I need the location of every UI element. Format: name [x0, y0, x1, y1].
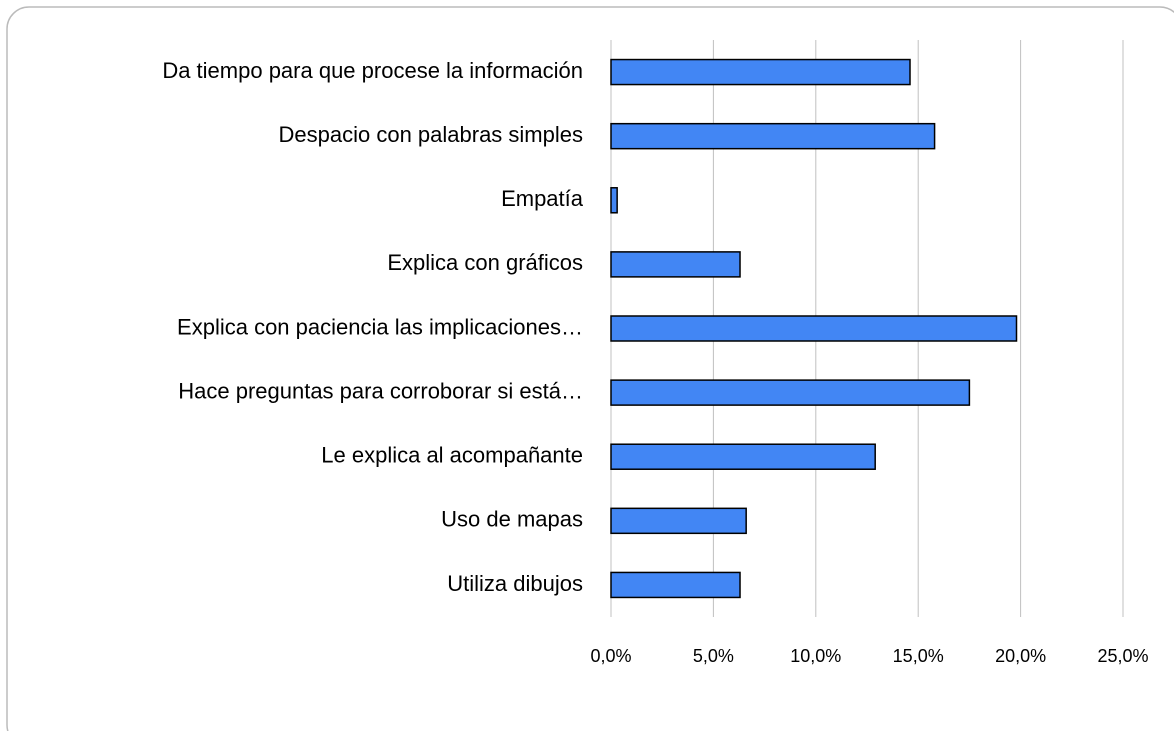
- x-tick-label: 0,0%: [590, 646, 631, 666]
- x-tick-label: 20,0%: [995, 646, 1046, 666]
- bar: [610, 379, 971, 406]
- bar: [610, 571, 741, 599]
- y-tick-label: Uso de mapas: [441, 507, 583, 532]
- y-tick-label: Utiliza dibujos: [447, 571, 583, 596]
- y-tick-label: Despacio con palabras simples: [279, 122, 584, 147]
- y-tick-label: Empatía: [501, 186, 584, 211]
- bar: [610, 58, 911, 86]
- bar: [610, 122, 936, 150]
- bar: [610, 187, 618, 214]
- y-tick-label: Da tiempo para que procese la informació…: [162, 58, 583, 83]
- y-tick-label: Explica con paciencia las implicaciones…: [177, 314, 583, 339]
- x-tick-label: 5,0%: [693, 646, 734, 666]
- y-tick-label: Hace preguntas para corroborar si está…: [178, 378, 583, 403]
- bar: [610, 443, 876, 470]
- y-tick-label: Explica con gráficos: [387, 250, 583, 275]
- bar: [610, 507, 747, 535]
- bar: [610, 251, 741, 278]
- x-tick-label: 15,0%: [893, 646, 944, 666]
- y-tick-label: Le explica al acompañante: [321, 443, 583, 468]
- x-tick-label: 10,0%: [790, 646, 841, 666]
- chart-frame: [6, 6, 1174, 731]
- bar: [610, 315, 1018, 342]
- x-tick-label: 25,0%: [1097, 646, 1148, 666]
